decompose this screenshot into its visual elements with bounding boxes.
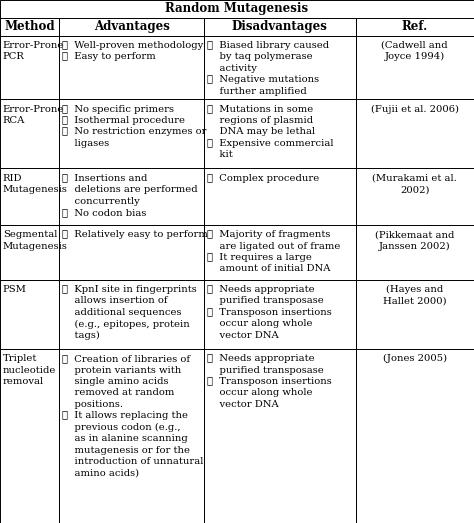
Bar [59,168,204,225]
Text: (Pikkemaat and
Janssen 2002): (Pikkemaat and Janssen 2002) [375,230,455,251]
Text: (Cadwell and
Joyce 1994): (Cadwell and Joyce 1994) [382,41,448,61]
Bar [59,349,204,523]
Bar [356,18,474,36]
Text: Triplet
nucleotide
removal: Triplet nucleotide removal [3,354,56,386]
Bar [59,280,204,349]
Bar [204,18,356,36]
Text: ✓  Creation of libraries of
    protein variants with
    single amino acids
   : ✓ Creation of libraries of protein varia… [62,354,203,477]
Text: ✓  Insertions and
    deletions are performed
    concurrently
✓  No codon bias: ✓ Insertions and deletions are performed… [62,174,198,217]
Bar [0,36,59,99]
Text: ✓  Relatively easy to perform: ✓ Relatively easy to perform [62,230,208,239]
Text: Segmental
Mutagenesis: Segmental Mutagenesis [3,230,68,251]
Text: ✓  Needs appropriate
    purified transposase
✓  Transposon insertions
    occur: ✓ Needs appropriate purified transposase… [207,354,331,409]
Text: ✓  Complex procedure: ✓ Complex procedure [207,174,319,183]
Text: (Jones 2005): (Jones 2005) [383,354,447,363]
Text: RID
Mutagenesis: RID Mutagenesis [3,174,68,194]
Bar [59,36,204,99]
Text: (Murakami et al.
2002): (Murakami et al. 2002) [373,174,457,194]
Text: ✓  KpnI site in fingerprints
    allows insertion of
    additional sequences
  : ✓ KpnI site in fingerprints allows inser… [62,285,197,340]
Text: ✓  Mutations in some
    regions of plasmid
    DNA may be lethal
✓  Expensive c: ✓ Mutations in some regions of plasmid D… [207,105,333,160]
Bar [0,280,59,349]
Text: Method: Method [4,20,55,33]
Text: Error-Prone
PCR: Error-Prone PCR [3,41,64,61]
Bar [0,225,59,280]
Bar [356,225,474,280]
Bar [204,36,356,99]
Bar [204,280,356,349]
Text: ✓  No specific primers
✓  Isothermal procedure
✓  No restriction enzymes or
    : ✓ No specific primers ✓ Isothermal proce… [62,105,207,148]
Text: ✓  Majority of fragments
    are ligated out of frame
✓  It requires a large
   : ✓ Majority of fragments are ligated out … [207,230,340,274]
Text: ✓  Biased library caused
    by taq polymerase
    activity
✓  Negative mutation: ✓ Biased library caused by taq polymeras… [207,41,329,96]
Bar [59,225,204,280]
Text: (Fujii et al. 2006): (Fujii et al. 2006) [371,105,459,113]
Bar [356,349,474,523]
Bar [356,36,474,99]
Bar [59,18,204,36]
Text: Error-Prone
RCA: Error-Prone RCA [3,105,64,125]
Bar [0,0,474,18]
Bar [204,99,356,168]
Text: ✓  Needs appropriate
    purified transposase
✓  Transposon insertions
    occur: ✓ Needs appropriate purified transposase… [207,285,331,340]
Bar [0,99,59,168]
Bar [356,280,474,349]
Text: Ref.: Ref. [401,20,428,33]
Bar [356,99,474,168]
Text: PSM: PSM [3,285,27,294]
Bar [204,225,356,280]
Text: ✓  Well-proven methodology
✓  Easy to perform: ✓ Well-proven methodology ✓ Easy to perf… [62,41,203,61]
Bar [0,18,59,36]
Bar [59,99,204,168]
Text: Random Mutagenesis: Random Mutagenesis [165,3,309,15]
Text: Advantages: Advantages [93,20,170,33]
Bar [204,168,356,225]
Text: (Hayes and
Hallet 2000): (Hayes and Hallet 2000) [383,285,447,305]
Bar [0,168,59,225]
Bar [0,349,59,523]
Bar [356,168,474,225]
Bar [204,349,356,523]
Text: Disadvantages: Disadvantages [232,20,328,33]
